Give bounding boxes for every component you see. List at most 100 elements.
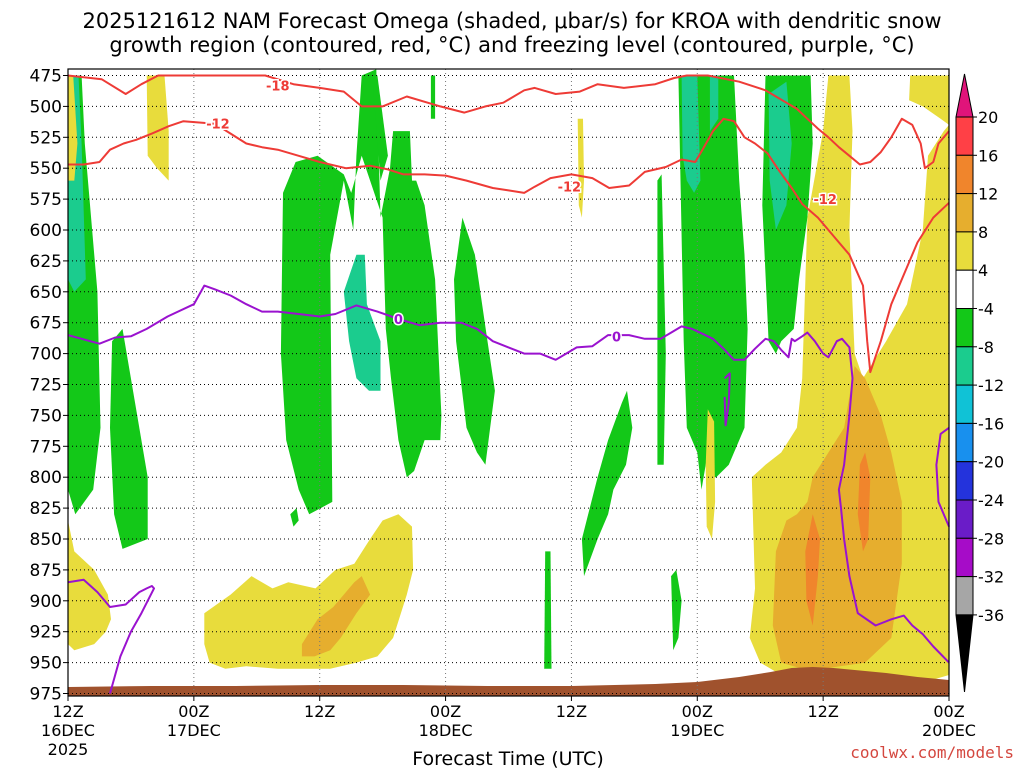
colorbar-segment [955, 308, 974, 348]
omega-region [544, 551, 552, 669]
x-tick-label-2: 17DEC [167, 721, 221, 740]
colorbar-label: 8 [978, 223, 988, 242]
colorbar-label: 16 [978, 146, 998, 165]
plot-frame [67, 68, 950, 697]
colorbar-label: -36 [978, 606, 1004, 625]
omega-region [430, 75, 436, 119]
dgz-contour-label: -12 [813, 193, 837, 208]
dgz-contour-label: -18 [266, 79, 290, 94]
colorbar-top-arrow [955, 73, 974, 118]
y-tick-label: 650 [30, 283, 62, 303]
freezing-level-contour [67, 284, 950, 664]
colorbar-label: -24 [978, 491, 1004, 510]
x-axis-title: Forecast Time (UTC) [412, 748, 603, 768]
y-tick-label: 500 [30, 97, 62, 117]
freezing-level-contour-label: 0 [612, 330, 621, 345]
omega-region [68, 75, 78, 181]
omega-region [301, 576, 371, 657]
x-tick-label-2: 16DEC [41, 721, 95, 740]
omega-region [146, 75, 169, 181]
chart-title-line-2: growth region (contoured, red, °C) and f… [109, 33, 915, 57]
y-tick-label: 625 [30, 252, 62, 272]
omega-region [709, 75, 719, 132]
x-tick-label-1: 00Z [430, 702, 461, 721]
colorbar-segment [955, 576, 974, 616]
omega-region [657, 174, 666, 465]
omega-region [772, 366, 902, 669]
dgz-contour-label: -12 [206, 118, 230, 133]
y-tick-label: 800 [30, 468, 62, 488]
x-tick-label-2: 19DEC [670, 721, 724, 740]
x-tick-label-1: 12Z [304, 702, 335, 721]
y-tick-label: 900 [30, 592, 62, 612]
colorbar-segment [955, 193, 974, 233]
omega-region [671, 569, 682, 651]
x-tick-label-2: 18DEC [419, 721, 473, 740]
credit-text: coolwx.com/models [850, 743, 1014, 762]
y-tick-label: 475 [30, 67, 62, 87]
grid-layer [67, 69, 950, 696]
contour-layer: -18 -12 -12 -12 0 0 [67, 74, 950, 694]
y-tick-label: 550 [30, 159, 62, 179]
x-tick-label-1: 00Z [933, 702, 964, 721]
y-tick-label: 750 [30, 406, 62, 426]
colorbar-label: 4 [978, 261, 988, 280]
omega-region [768, 81, 792, 230]
y-tick-label: 675 [30, 314, 62, 334]
y-axis: 475 500 525 550 575 600 625 650 675 700 725 750 775 8… [30, 67, 68, 705]
colorbar-bottom-arrow [955, 614, 974, 693]
colorbar-label: -4 [978, 300, 994, 319]
colorbar-segment [955, 116, 974, 156]
colorbar: 20 16 12 8 4 -4 -8 -12 -16 -20 -24 -28 -32 -36 [955, 73, 1004, 693]
y-tick-label: 700 [30, 345, 62, 365]
omega-region [581, 390, 633, 577]
omega-region [705, 409, 716, 539]
colorbar-label: 20 [978, 108, 998, 127]
colorbar-segment [955, 499, 974, 539]
colorbar-segment [955, 231, 974, 271]
terrain-ground [68, 667, 949, 696]
colorbar-segment [955, 461, 974, 501]
y-tick-label: 600 [30, 221, 62, 241]
omega-region [681, 75, 701, 193]
freezing-level-contour [67, 578, 155, 694]
dgz-contour [67, 74, 950, 170]
freezing-level-contour [723, 372, 731, 427]
colorbar-segment [955, 269, 974, 310]
colorbar-segment [955, 422, 974, 463]
y-tick-label: 850 [30, 530, 62, 550]
omega-shading-layer [68, 69, 949, 682]
dgz-contour-label: -12 [558, 181, 582, 196]
y-tick-label: 775 [30, 437, 62, 457]
freezing-level-contour-label: 0 [394, 313, 403, 328]
freezing-level-contour [935, 426, 950, 527]
colorbar-segment [955, 537, 974, 578]
y-tick-label: 925 [30, 623, 62, 643]
omega-region [280, 69, 442, 515]
omega-region [909, 75, 949, 125]
x-tick-label-2: 20DEC [922, 721, 976, 740]
colorbar-label: -20 [978, 453, 1004, 472]
colorbar-segment [955, 154, 974, 195]
y-tick-label: 825 [30, 499, 62, 519]
colorbar-label: -8 [978, 338, 994, 357]
omega-region [204, 514, 414, 669]
omega-region [110, 328, 148, 549]
y-tick-label: 575 [30, 190, 62, 210]
colorbar-label: -16 [978, 414, 1004, 433]
colorbar-label: -32 [978, 568, 1004, 587]
y-tick-label: 975 [30, 685, 62, 705]
y-tick-label: 950 [30, 654, 62, 674]
omega-region [343, 254, 381, 391]
y-tick-label: 875 [30, 561, 62, 581]
colorbar-segment [955, 346, 974, 386]
x-tick-label-1: 00Z [178, 702, 209, 721]
x-tick-label-1: 12Z [807, 702, 838, 721]
x-tick-label-3: 2025 [48, 740, 89, 759]
omega-region [290, 508, 299, 527]
omega-region [372, 75, 388, 181]
x-tick-label-1: 12Z [556, 702, 587, 721]
x-tick-label-1: 12Z [52, 702, 83, 721]
